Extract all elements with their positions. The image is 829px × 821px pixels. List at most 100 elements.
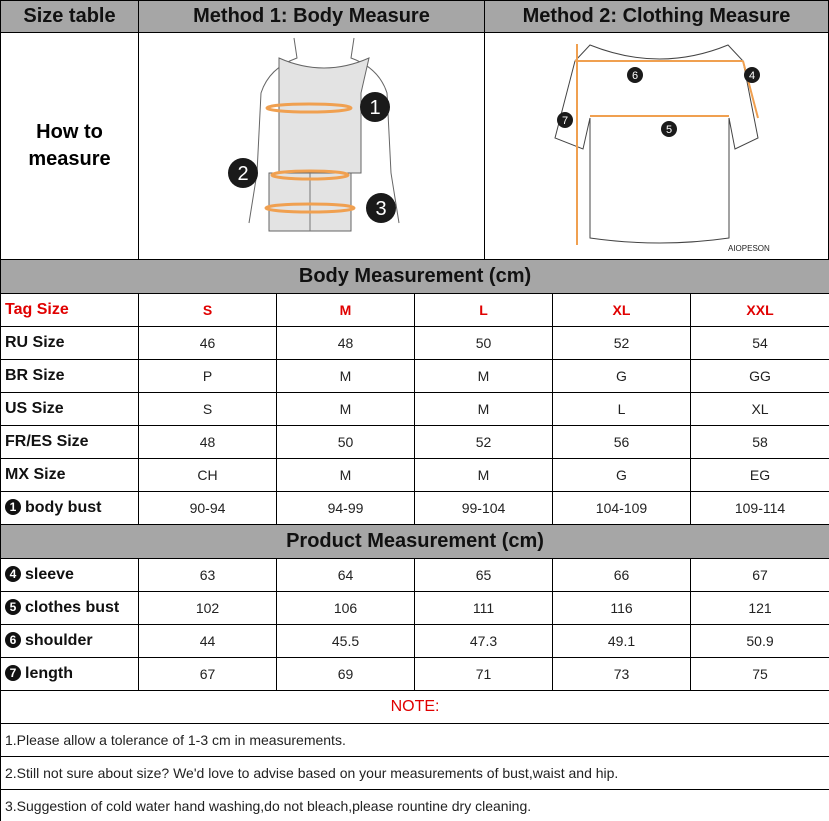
product-section-header-row: Product Measurement (cm) [0, 524, 829, 559]
marker-4: 4 [749, 70, 755, 82]
table-cell: M [276, 293, 415, 327]
how-to-measure: How to measure [0, 33, 139, 260]
table-cell: 67 [689, 558, 829, 592]
table-cell: 75 [689, 657, 829, 691]
table-cell: 73 [552, 657, 691, 691]
row-label-text: shoulder [25, 632, 93, 649]
table-row: RU Size 46 48 50 52 54 [0, 326, 829, 360]
brand-label: AIOPESON [728, 244, 770, 253]
number-badge-icon: 1 [5, 499, 21, 515]
table-row: 4 sleeve 63 64 65 66 67 [0, 558, 829, 592]
table-cell: P [138, 359, 277, 393]
table-row: FR/ES Size 48 50 52 56 58 [0, 425, 829, 459]
body-illustration: 1 2 3 [138, 33, 485, 260]
table-cell: 111 [414, 591, 553, 625]
table-cell: 90-94 [138, 491, 277, 525]
row-label-text: body bust [25, 499, 102, 516]
table-cell: XL [552, 293, 691, 327]
row-label-text: MX Size [5, 466, 66, 483]
table-cell: 47.3 [414, 624, 553, 658]
table-row: 6 shoulder 44 45.5 47.3 49.1 50.9 [0, 624, 829, 658]
body-section-header: Body Measurement (cm) [0, 259, 829, 294]
table-cell: 48 [276, 326, 415, 360]
row-label-text: FR/ES Size [5, 433, 89, 450]
table-cell: 50.9 [689, 624, 829, 658]
table-row: Tag Size S M L XL XXL [0, 293, 829, 327]
how-to-line2: measure [28, 148, 111, 170]
note-line-row: 2.Still not sure about size? We'd love t… [0, 756, 829, 790]
table-cell: G [552, 458, 691, 492]
table-cell: 45.5 [276, 624, 415, 658]
table-cell: S [138, 392, 277, 426]
number-badge-icon: 7 [5, 665, 21, 681]
row-label-text: sleeve [25, 566, 74, 583]
row-label-text: clothes bust [25, 599, 120, 616]
size-table-header: Size table [0, 0, 139, 33]
row-label-text: length [25, 665, 73, 682]
note-line-row: 1.Please allow a tolerance of 1-3 cm in … [0, 723, 829, 757]
row-label-text: RU Size [5, 334, 65, 351]
table-cell: L [552, 392, 691, 426]
marker-5: 5 [666, 124, 672, 136]
table-cell: S [138, 293, 277, 327]
table-cell: M [276, 392, 415, 426]
method2-header: Method 2: Clothing Measure [484, 0, 829, 33]
table-cell: 71 [414, 657, 553, 691]
product-section-header: Product Measurement (cm) [0, 524, 829, 559]
note-title-row: NOTE: [0, 690, 829, 724]
tshirt-figure-icon: 6 4 7 5 AIOPESON [554, 44, 770, 253]
table-cell: M [276, 458, 415, 492]
marker-3: 3 [375, 198, 386, 220]
body-section-header-row: Body Measurement (cm) [0, 259, 829, 294]
table-cell: 121 [689, 591, 829, 625]
body-figure-icon: 1 2 3 [228, 37, 400, 232]
table-cell: 116 [552, 591, 691, 625]
table-cell: 69 [276, 657, 415, 691]
row-label: 4 sleeve [0, 558, 139, 592]
row-label: MX Size [0, 458, 139, 492]
row-label: BR Size [0, 359, 139, 393]
table-row: 7 length 67 69 71 73 75 [0, 657, 829, 691]
method1-header: Method 1: Body Measure [138, 0, 485, 33]
method-section: Size table Method 1: Body Measure Method… [0, 0, 829, 260]
note-title: NOTE: [0, 690, 829, 724]
table-cell: 50 [414, 326, 553, 360]
table-cell: G [552, 359, 691, 393]
table-cell: 44 [138, 624, 277, 658]
table-cell: 54 [689, 326, 829, 360]
table-cell: XXL [689, 293, 829, 327]
table-cell: 52 [552, 326, 691, 360]
table-row: 5 clothes bust 102 106 111 116 121 [0, 591, 829, 625]
note-line: 1.Please allow a tolerance of 1-3 cm in … [0, 723, 829, 757]
how-to-line1: How to [36, 121, 103, 143]
clothing-illustration: 6 4 7 5 AIOPESON [484, 33, 829, 260]
row-label: 7 length [0, 657, 139, 691]
table-cell: 58 [689, 425, 829, 459]
table-cell: 64 [276, 558, 415, 592]
marker-7: 7 [562, 115, 568, 127]
table-cell: 56 [552, 425, 691, 459]
table-cell: XL [689, 392, 829, 426]
table-row: BR Size P M M G GG [0, 359, 829, 393]
note-line-row: 3.Suggestion of cold water hand washing,… [0, 789, 829, 821]
table-cell: 104-109 [552, 491, 691, 525]
row-label: Tag Size [0, 293, 139, 327]
row-label: RU Size [0, 326, 139, 360]
table-row: US Size S M M L XL [0, 392, 829, 426]
table-cell: CH [138, 458, 277, 492]
row-label: US Size [0, 392, 139, 426]
number-badge-icon: 4 [5, 566, 21, 582]
size-table: Body Measurement (cm) Tag Size S M L XL XXL RU … [0, 259, 829, 821]
table-cell: 94-99 [276, 491, 415, 525]
table-row: MX Size CH M M G EG [0, 458, 829, 492]
table-cell: GG [689, 359, 829, 393]
table-cell: M [414, 392, 553, 426]
table-cell: 102 [138, 591, 277, 625]
table-cell: 52 [414, 425, 553, 459]
marker-2: 2 [237, 163, 248, 185]
table-cell: 106 [276, 591, 415, 625]
table-cell: 66 [552, 558, 691, 592]
table-row: 1 body bust 90-94 94-99 99-104 104-109 109-114 [0, 491, 829, 525]
marker-1: 1 [369, 97, 380, 119]
